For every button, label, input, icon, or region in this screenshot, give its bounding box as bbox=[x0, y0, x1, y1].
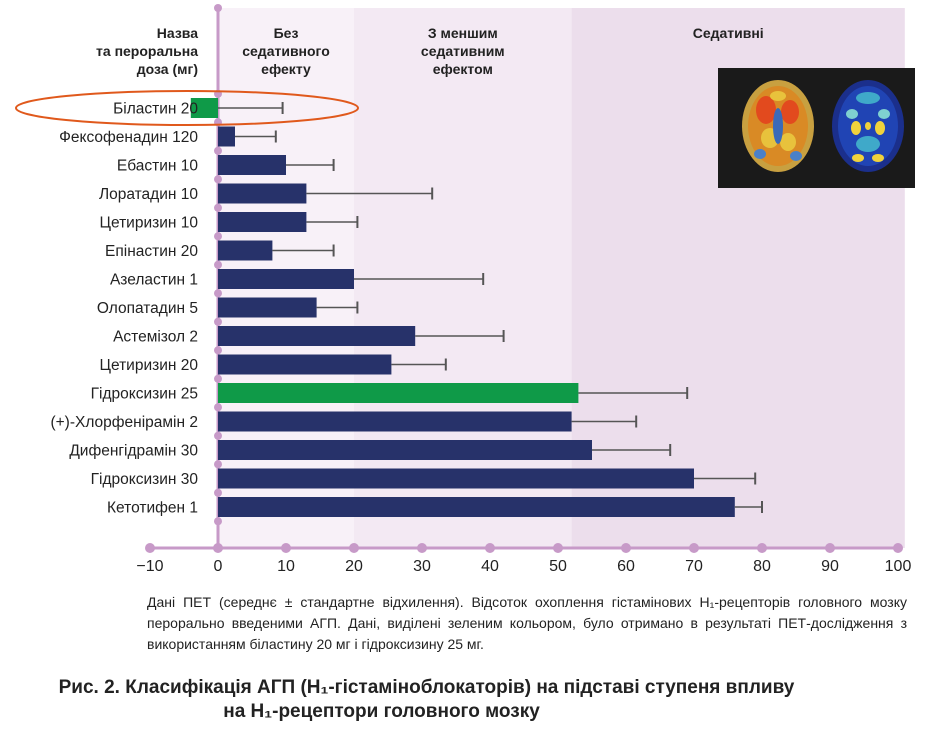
figure-caption: Рис. 2. Класифікація АГП (H₁-гістамінобл… bbox=[0, 676, 933, 724]
category-label-12: Дифенгідрамін 30 bbox=[69, 443, 198, 460]
x-tick-label: 70 bbox=[685, 558, 703, 575]
chart: Без седативного ефекту З меншим седативним еф… bbox=[15, 4, 911, 575]
y-tick-dot bbox=[214, 146, 222, 155]
zone-header-line: Без bbox=[274, 25, 299, 41]
column-headers: Без седативного ефекту З меншим седативним еф… bbox=[96, 25, 764, 77]
category-label-13: Гідроксизин 30 bbox=[91, 471, 199, 488]
y-tick-dot bbox=[214, 4, 222, 12]
bar-3 bbox=[218, 183, 307, 204]
y-tick-dot bbox=[214, 175, 222, 184]
x-tick-label: 50 bbox=[549, 558, 567, 575]
error-bars bbox=[218, 102, 763, 513]
y-tick-dot bbox=[214, 488, 222, 497]
bar-4 bbox=[218, 212, 307, 232]
bar-12 bbox=[218, 440, 592, 460]
x-tick-dot bbox=[281, 543, 291, 553]
bar-10 bbox=[218, 383, 579, 403]
x-tick-label: 0 bbox=[214, 558, 223, 575]
zone-header-line: З меншим bbox=[428, 25, 498, 41]
bar-5 bbox=[218, 240, 273, 261]
chart-footnote: Дані ПЕТ (середнє ± стандартне відхиленн… bbox=[147, 594, 907, 652]
zone-header-line: ефекту bbox=[261, 61, 311, 77]
bilastine-highlight-ellipse bbox=[15, 90, 359, 126]
zone-band-1 bbox=[354, 8, 572, 548]
y-tick-dot bbox=[214, 403, 222, 412]
bar-11 bbox=[218, 411, 572, 432]
pet-scan-high-occupancy-icon bbox=[832, 80, 904, 172]
x-tick-label: −10 bbox=[136, 558, 163, 575]
bar-14 bbox=[218, 497, 735, 517]
category-label-3: Лоратадин 10 bbox=[99, 186, 198, 203]
bar-2 bbox=[218, 155, 286, 175]
y-tick-dot bbox=[214, 346, 222, 355]
x-tick-dot bbox=[689, 543, 699, 553]
category-label-5: Епінастин 20 bbox=[105, 243, 198, 260]
category-labels: Біластин 20 Фексофенадин 120 Ебастин 10 Лор… bbox=[50, 101, 198, 517]
x-tick-label: 10 bbox=[277, 558, 295, 575]
x-tick-label: 60 bbox=[617, 558, 635, 575]
x-tick-dot bbox=[553, 543, 563, 553]
x-tick-dot bbox=[417, 543, 427, 553]
y-tick-dot bbox=[214, 460, 222, 469]
caption-line-1: Рис. 2. Класифікація АГП (H₁-гістамінобл… bbox=[58, 677, 795, 698]
bar-0 bbox=[190, 98, 218, 118]
y-tick-dot bbox=[214, 260, 222, 269]
category-label-2: Ебастин 10 bbox=[117, 158, 198, 175]
y-tick-dot bbox=[214, 517, 222, 526]
y-tick-dot bbox=[214, 203, 222, 212]
x-tick-dot bbox=[757, 543, 767, 553]
x-tick-label: 100 bbox=[885, 558, 912, 575]
x-tick-dot bbox=[145, 543, 155, 553]
x-tick-label: 40 bbox=[481, 558, 499, 575]
y-tick-dot bbox=[214, 317, 222, 326]
pet-scan-image bbox=[718, 68, 915, 188]
x-tick-dot bbox=[621, 543, 631, 553]
category-label-1: Фексофенадин 120 bbox=[59, 129, 198, 146]
category-label-4: Цетиризин 10 bbox=[100, 215, 199, 232]
x-tick-label: 90 bbox=[821, 558, 839, 575]
x-tick-label: 80 bbox=[753, 558, 771, 575]
caption-line-2: на H₁-рецептори головного мозку bbox=[223, 701, 540, 722]
zone-header-line: ефектом bbox=[433, 61, 493, 77]
pet-scan-low-occupancy-icon bbox=[742, 80, 814, 172]
y-tick-dot bbox=[214, 289, 222, 298]
x-axis-ticks: −10 0 10 20 30 40 50 60 70 80 90 100 bbox=[136, 4, 911, 575]
x-tick-label: 30 bbox=[413, 558, 431, 575]
zone-header-line: седативного bbox=[242, 43, 330, 59]
y-tick-dot bbox=[214, 431, 222, 440]
x-tick-dot bbox=[485, 543, 495, 553]
bar-9 bbox=[218, 354, 392, 375]
y-tick-dot bbox=[214, 374, 222, 383]
name-dose-header-line: доза (мг) bbox=[137, 61, 198, 77]
category-label-0: Біластин 20 bbox=[113, 101, 198, 118]
x-tick-dot bbox=[893, 543, 903, 553]
zone-header-line: Седативні bbox=[693, 25, 764, 41]
x-tick-dot bbox=[349, 543, 359, 553]
bar-7 bbox=[218, 297, 317, 318]
bar-1 bbox=[218, 126, 235, 147]
x-tick-dot bbox=[213, 543, 223, 553]
category-label-6: Азеластин 1 bbox=[110, 272, 198, 289]
category-label-11: (+)-Хлорфенірамін 2 bbox=[50, 414, 198, 431]
bar-series bbox=[190, 98, 735, 517]
category-label-10: Гідроксизин 25 bbox=[91, 386, 198, 403]
category-label-7: Олопатадин 5 bbox=[97, 300, 198, 317]
name-dose-header-line: та пероральна bbox=[96, 43, 198, 59]
category-label-8: Астемізол 2 bbox=[113, 329, 198, 346]
category-label-9: Цетиризин 20 bbox=[100, 357, 199, 374]
category-label-14: Кетотифен 1 bbox=[107, 500, 198, 517]
bar-6 bbox=[218, 269, 354, 289]
x-tick-dot bbox=[825, 543, 835, 553]
name-dose-header-line: Назва bbox=[157, 25, 198, 41]
x-tick-label: 20 bbox=[345, 558, 363, 575]
y-tick-dot bbox=[214, 232, 222, 241]
bar-13 bbox=[218, 468, 694, 489]
zone-header-line: седативним bbox=[421, 43, 505, 59]
bar-8 bbox=[218, 326, 416, 346]
